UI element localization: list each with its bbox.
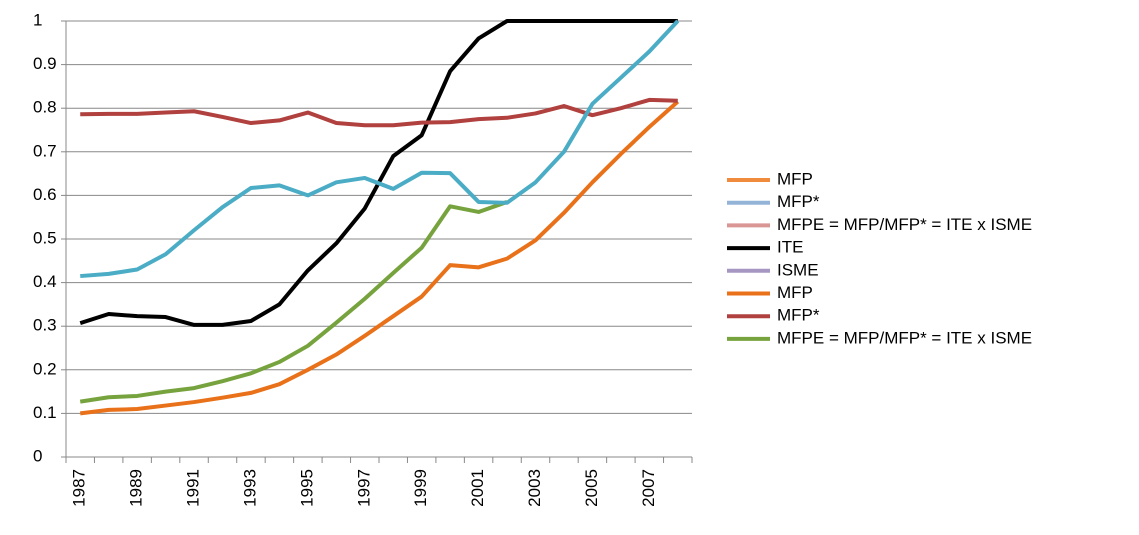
legend-label: MFP bbox=[777, 283, 813, 302]
legend-label: ITE bbox=[777, 238, 803, 257]
legend-label: MFP* bbox=[777, 192, 820, 211]
y-tick-label: 0.9 bbox=[33, 54, 57, 73]
y-tick-label: 0.8 bbox=[33, 98, 57, 117]
y-tick-label: 0.4 bbox=[33, 272, 57, 291]
x-tick-label: 1995 bbox=[297, 469, 316, 507]
x-tick-label: 1993 bbox=[240, 469, 259, 507]
x-tick-label: 1987 bbox=[70, 469, 89, 507]
series-line bbox=[80, 19, 680, 279]
legend-label: MFPE = MFP/MFP* = ITE x ISME bbox=[777, 328, 1032, 347]
y-tick-label: 0.3 bbox=[33, 316, 57, 335]
x-tick-label: 1999 bbox=[411, 469, 430, 507]
x-tick-label: 2003 bbox=[525, 469, 544, 507]
series-line bbox=[79, 200, 508, 404]
y-tick-label: 0.5 bbox=[33, 228, 57, 247]
x-tick-label: 2005 bbox=[582, 469, 601, 507]
x-tick-label: 1989 bbox=[127, 469, 146, 507]
series-line bbox=[79, 19, 678, 327]
legend-label: MFPE = MFP/MFP* = ITE x ISME bbox=[777, 215, 1032, 234]
x-tick-label: 1997 bbox=[354, 469, 373, 507]
legend-label: ISME bbox=[777, 260, 819, 279]
legend-label: MFP bbox=[777, 169, 813, 188]
y-tick-label: 0.2 bbox=[33, 359, 57, 378]
legend-label: MFP* bbox=[777, 306, 820, 325]
x-tick-label: 1991 bbox=[184, 469, 203, 507]
y-tick-label: 0.1 bbox=[33, 403, 57, 422]
y-tick-label: 0.6 bbox=[33, 185, 57, 204]
y-tick-label: 0 bbox=[33, 446, 42, 465]
x-tick-label: 2007 bbox=[639, 469, 658, 507]
series-line bbox=[80, 97, 678, 128]
x-tick-label: 2001 bbox=[468, 469, 487, 507]
y-tick-label: 0.7 bbox=[33, 141, 57, 160]
y-tick-label: 1 bbox=[33, 10, 42, 29]
series-line bbox=[79, 100, 680, 416]
